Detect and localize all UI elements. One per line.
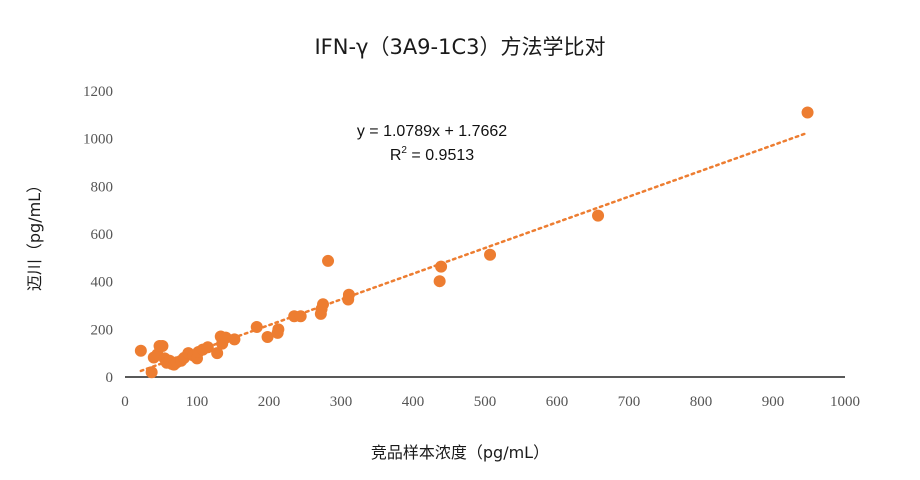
y-tick-labels: 0 200 400 600 800 1000 1200 (83, 84, 113, 386)
trendline (139, 131, 809, 373)
data-point (484, 248, 497, 261)
data-point (201, 341, 214, 354)
y-tick-label: 600 (91, 227, 114, 243)
data-point (228, 333, 241, 346)
data-points (134, 106, 814, 379)
r-squared-label: R2 = 0.9513 (390, 145, 474, 164)
data-point (145, 366, 158, 379)
data-point (261, 330, 274, 343)
y-tick-label: 800 (91, 179, 114, 195)
x-tick-labels: 0 100 200 300 400 500 600 700 800 900 1000 (121, 394, 860, 410)
data-point (592, 209, 605, 222)
x-tick-label: 300 (330, 394, 353, 410)
y-axis-label: 迈川（pg/mL） (25, 177, 44, 291)
data-point (317, 298, 329, 311)
chart-title: IFN-γ（3A9-1C3）方法学比对 (314, 35, 605, 59)
data-point (433, 275, 446, 288)
data-point (134, 344, 147, 357)
data-point (322, 254, 335, 267)
trendline-equation: y = 1.0789x + 1.7662 (357, 123, 507, 140)
x-tick-label: 100 (186, 394, 209, 410)
x-axis-label: 竞品样本浓度（pg/mL） (371, 443, 549, 462)
y-tick-label: 1000 (83, 132, 113, 148)
x-tick-label: 600 (546, 394, 569, 410)
data-point (211, 347, 224, 360)
data-point (156, 340, 169, 353)
x-tick-label: 400 (402, 394, 425, 410)
r-squared-prefix: R (390, 147, 402, 164)
y-tick-label: 1200 (83, 84, 113, 100)
y-tick-label: 400 (91, 275, 114, 291)
x-tick-label: 1000 (830, 394, 860, 410)
r-squared-superscript: 2 (401, 145, 407, 156)
data-point (272, 323, 285, 336)
x-tick-label: 900 (762, 394, 785, 410)
data-point (801, 106, 814, 119)
x-tick-label: 500 (474, 394, 497, 410)
data-point (250, 320, 263, 333)
y-tick-label: 200 (91, 322, 114, 338)
x-tick-label: 200 (258, 394, 281, 410)
r-squared-value: = 0.9513 (407, 147, 474, 164)
x-tick-label: 800 (690, 394, 713, 410)
data-point (435, 260, 448, 273)
x-tick-label: 700 (618, 394, 641, 410)
data-point (342, 288, 355, 301)
x-tick-label: 0 (121, 394, 129, 410)
data-point (294, 310, 307, 323)
y-tick-label: 0 (106, 370, 114, 386)
